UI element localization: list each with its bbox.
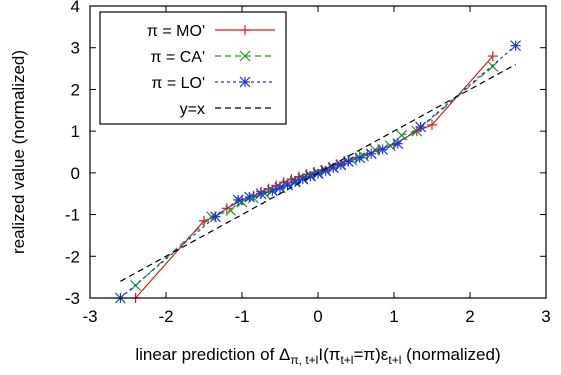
x-axis-label: linear prediction of Δπ, t+lI(πt+l=π)εt+… <box>135 345 500 367</box>
ticks-layer: -3 -2 -1 0 1 2 3 -3 -2 -1 0 1 2 3 4 <box>65 0 551 326</box>
x-tick-label: 0 <box>313 307 322 326</box>
series-line-2 <box>120 45 516 299</box>
data-point-series-2 <box>510 40 522 52</box>
data-point-series-0 <box>487 51 498 62</box>
data-point-series-2 <box>392 138 404 150</box>
legend-marker-2 <box>239 76 251 88</box>
data-point-series-2 <box>304 170 316 182</box>
x-tick-label: -3 <box>82 307 97 326</box>
data-point-series-2 <box>209 211 221 223</box>
data-point-series-1 <box>225 204 237 216</box>
y-tick-label: 4 <box>71 0 80 16</box>
legend-label-2: π = LO' <box>151 75 205 92</box>
legend-label-0: π = MO' <box>147 23 205 40</box>
y-tick-label: -2 <box>65 247 80 266</box>
x-tick-label: -2 <box>158 307 173 326</box>
x-tick-label: -1 <box>234 307 249 326</box>
legend-label-3: y=x <box>180 101 205 118</box>
y-tick-label: -3 <box>65 289 80 308</box>
data-point-series-2 <box>365 148 377 160</box>
data-point-series-2 <box>415 121 427 133</box>
y-tick-label: 3 <box>71 39 80 58</box>
y-axis-label: realized value (normalized) <box>9 50 28 254</box>
data-point-series-2 <box>377 144 389 155</box>
data-point-series-2 <box>232 194 244 206</box>
x-tick-label: 1 <box>389 307 398 326</box>
legend: π = MO' π = CA' π = LO' y=x <box>99 11 287 125</box>
legend-label-1: π = CA' <box>150 49 205 66</box>
x-tick-label: 2 <box>465 307 474 326</box>
y-tick-label: 2 <box>71 80 80 99</box>
y-tick-label: 1 <box>71 122 80 141</box>
legend-marker-0 <box>240 25 250 35</box>
data-point-series-2 <box>342 156 354 168</box>
y-tick-label: -1 <box>65 206 80 225</box>
data-point-series-2 <box>244 191 256 203</box>
x-tick-label: 3 <box>541 307 550 326</box>
y-tick-label: 0 <box>71 164 80 183</box>
data-point-series-0 <box>427 119 437 130</box>
series-line-3 <box>120 63 516 282</box>
legend-marker-1 <box>239 50 251 62</box>
legend-box <box>99 11 287 125</box>
data-point-series-2 <box>354 152 366 164</box>
data-point-series-2 <box>255 188 267 200</box>
data-point-series-1 <box>487 61 499 72</box>
series-layer <box>114 40 522 304</box>
